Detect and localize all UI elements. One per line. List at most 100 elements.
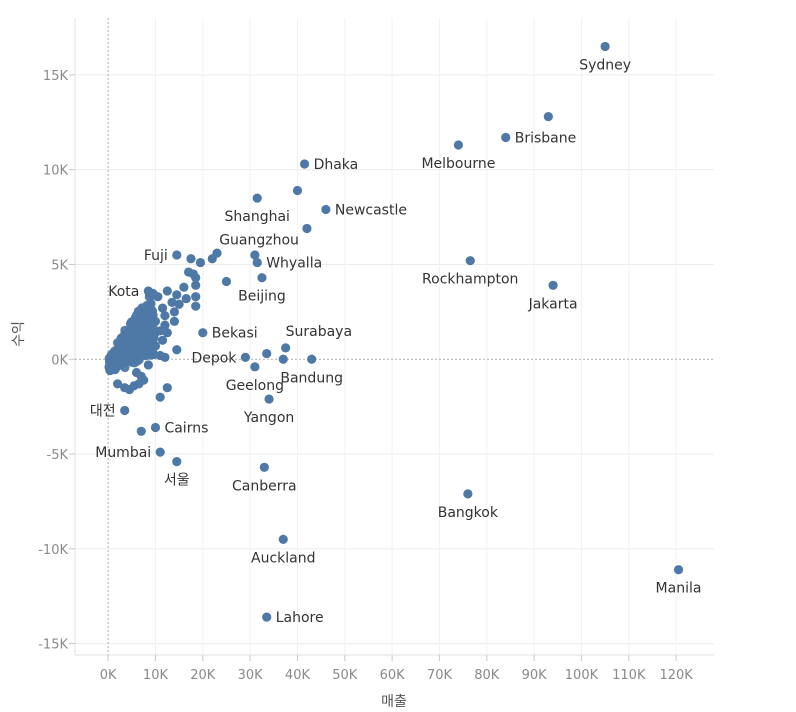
cluster-point bbox=[123, 348, 133, 358]
data-point-Surabaya bbox=[281, 343, 291, 353]
data-point-Beijing bbox=[257, 273, 267, 283]
point-label-Bekasi: Bekasi bbox=[212, 326, 258, 342]
data-point bbox=[169, 316, 179, 326]
x-tick-label: 120K bbox=[659, 668, 693, 683]
y-tick-label: -5K bbox=[47, 448, 69, 463]
point-label-Kota: Kota bbox=[108, 284, 139, 300]
data-point bbox=[120, 383, 130, 393]
y-axis-ticks: 15K 10K 5K 0K -5K -10K -15K bbox=[38, 69, 75, 653]
data-point bbox=[155, 392, 165, 402]
data-point bbox=[136, 426, 146, 436]
x-tick-label: 0K bbox=[100, 668, 117, 683]
data-point-Canberra bbox=[259, 462, 269, 472]
data-point bbox=[191, 273, 201, 283]
data-point-Lahore bbox=[262, 612, 272, 622]
x-tick-label: 30K bbox=[238, 668, 264, 683]
data-point bbox=[143, 301, 153, 311]
cluster-point bbox=[114, 338, 124, 348]
data-point-Sydney bbox=[600, 41, 610, 52]
point-label-서울: 서울 bbox=[164, 473, 190, 489]
data-point bbox=[157, 335, 168, 345]
data-point bbox=[172, 290, 182, 300]
x-axis-title: 매출 bbox=[381, 694, 407, 710]
data-point bbox=[292, 185, 303, 196]
y-tick-label: -10K bbox=[38, 543, 68, 558]
point-label-Fuji: Fuji bbox=[144, 248, 168, 264]
data-point-Brisbane bbox=[501, 132, 511, 143]
data-point bbox=[179, 282, 189, 292]
point-label-Newcastle: Newcastle bbox=[335, 202, 407, 218]
data-point bbox=[186, 254, 196, 264]
data-point-Mumbai bbox=[155, 447, 165, 457]
data-point-Yangon bbox=[264, 394, 274, 404]
zero-reference-lines bbox=[75, 18, 714, 655]
x-tick-label: 10K bbox=[143, 668, 169, 683]
point-label-대전: 대전 bbox=[90, 403, 116, 419]
data-point bbox=[139, 312, 149, 323]
data-point-Rockhampton bbox=[465, 256, 475, 266]
point-label-Lahore: Lahore bbox=[276, 610, 324, 626]
data-point bbox=[160, 352, 170, 362]
data-point bbox=[160, 311, 170, 321]
data-point bbox=[181, 293, 191, 304]
cluster-point bbox=[147, 309, 157, 319]
cluster-point bbox=[112, 358, 123, 368]
point-label-Auckland: Auckland bbox=[251, 550, 315, 566]
y-axis-title: 수익 bbox=[11, 321, 27, 347]
point-labels: Sydney Brisbane Melbourne Dhaka Newcastle Sha… bbox=[90, 57, 702, 626]
x-tick-label: 100K bbox=[565, 668, 599, 683]
x-axis-ticks: 0K 10K 20K 30K 40K 50K 60K 70K 80K 90K 100K 110K 120… bbox=[100, 655, 693, 683]
data-point bbox=[153, 292, 163, 302]
point-label-Surabaya: Surabaya bbox=[286, 324, 352, 340]
point-label-Brisbane: Brisbane bbox=[515, 130, 577, 146]
point-label-Depok: Depok bbox=[191, 350, 237, 366]
data-point-서울 bbox=[172, 457, 182, 467]
point-label-Canberra: Canberra bbox=[232, 478, 297, 494]
data-point bbox=[113, 379, 123, 389]
data-point-Whyalla bbox=[252, 257, 262, 268]
data-point-Manila bbox=[673, 565, 684, 575]
point-label-Jakarta: Jakarta bbox=[528, 296, 578, 312]
point-label-Beijing: Beijing bbox=[238, 289, 286, 305]
data-point bbox=[191, 301, 201, 311]
data-point-Dhaka bbox=[299, 159, 310, 169]
cluster-point bbox=[139, 326, 150, 337]
data-point-Kota bbox=[143, 286, 153, 296]
data-point-Melbourne bbox=[453, 140, 463, 150]
data-point-Fuji bbox=[172, 250, 182, 260]
data-point bbox=[150, 316, 161, 326]
data-point bbox=[167, 297, 177, 307]
gridlines bbox=[74, 18, 714, 656]
data-point bbox=[146, 335, 156, 345]
x-tick-label: 40K bbox=[285, 668, 311, 683]
point-label-Bangkok: Bangkok bbox=[438, 505, 499, 521]
data-point-Cairns bbox=[150, 422, 161, 433]
data-point bbox=[543, 111, 553, 122]
x-tick-label: 80K bbox=[474, 668, 500, 683]
data-point-Newcastle bbox=[321, 204, 331, 215]
y-tick-label: -15K bbox=[38, 638, 68, 653]
cluster-point bbox=[109, 364, 119, 375]
data-point-Bangkok bbox=[463, 489, 473, 499]
cluster-point bbox=[123, 356, 133, 367]
data-point-Depok bbox=[240, 352, 250, 362]
data-point-Auckland bbox=[278, 534, 288, 544]
x-tick-label: 110K bbox=[612, 668, 646, 683]
y-tick-label: 0K bbox=[51, 353, 68, 368]
data-point bbox=[172, 345, 182, 355]
point-label-Manila: Manila bbox=[656, 581, 702, 597]
data-point bbox=[169, 307, 179, 317]
cluster-point bbox=[127, 336, 137, 346]
data-point-Jakarta bbox=[548, 280, 558, 290]
data-point-대전 bbox=[120, 405, 130, 416]
point-label-Guangzhou: Guangzhou bbox=[219, 232, 299, 248]
data-points bbox=[113, 41, 684, 622]
point-label-Cairns: Cairns bbox=[164, 421, 208, 437]
data-point-Geelong bbox=[250, 362, 260, 372]
x-tick-label: 70K bbox=[427, 668, 453, 683]
cluster-point bbox=[112, 346, 122, 356]
data-point bbox=[191, 280, 201, 290]
point-label-Geelong: Geelong bbox=[226, 378, 284, 394]
data-point bbox=[262, 348, 272, 359]
data-point bbox=[131, 367, 142, 378]
